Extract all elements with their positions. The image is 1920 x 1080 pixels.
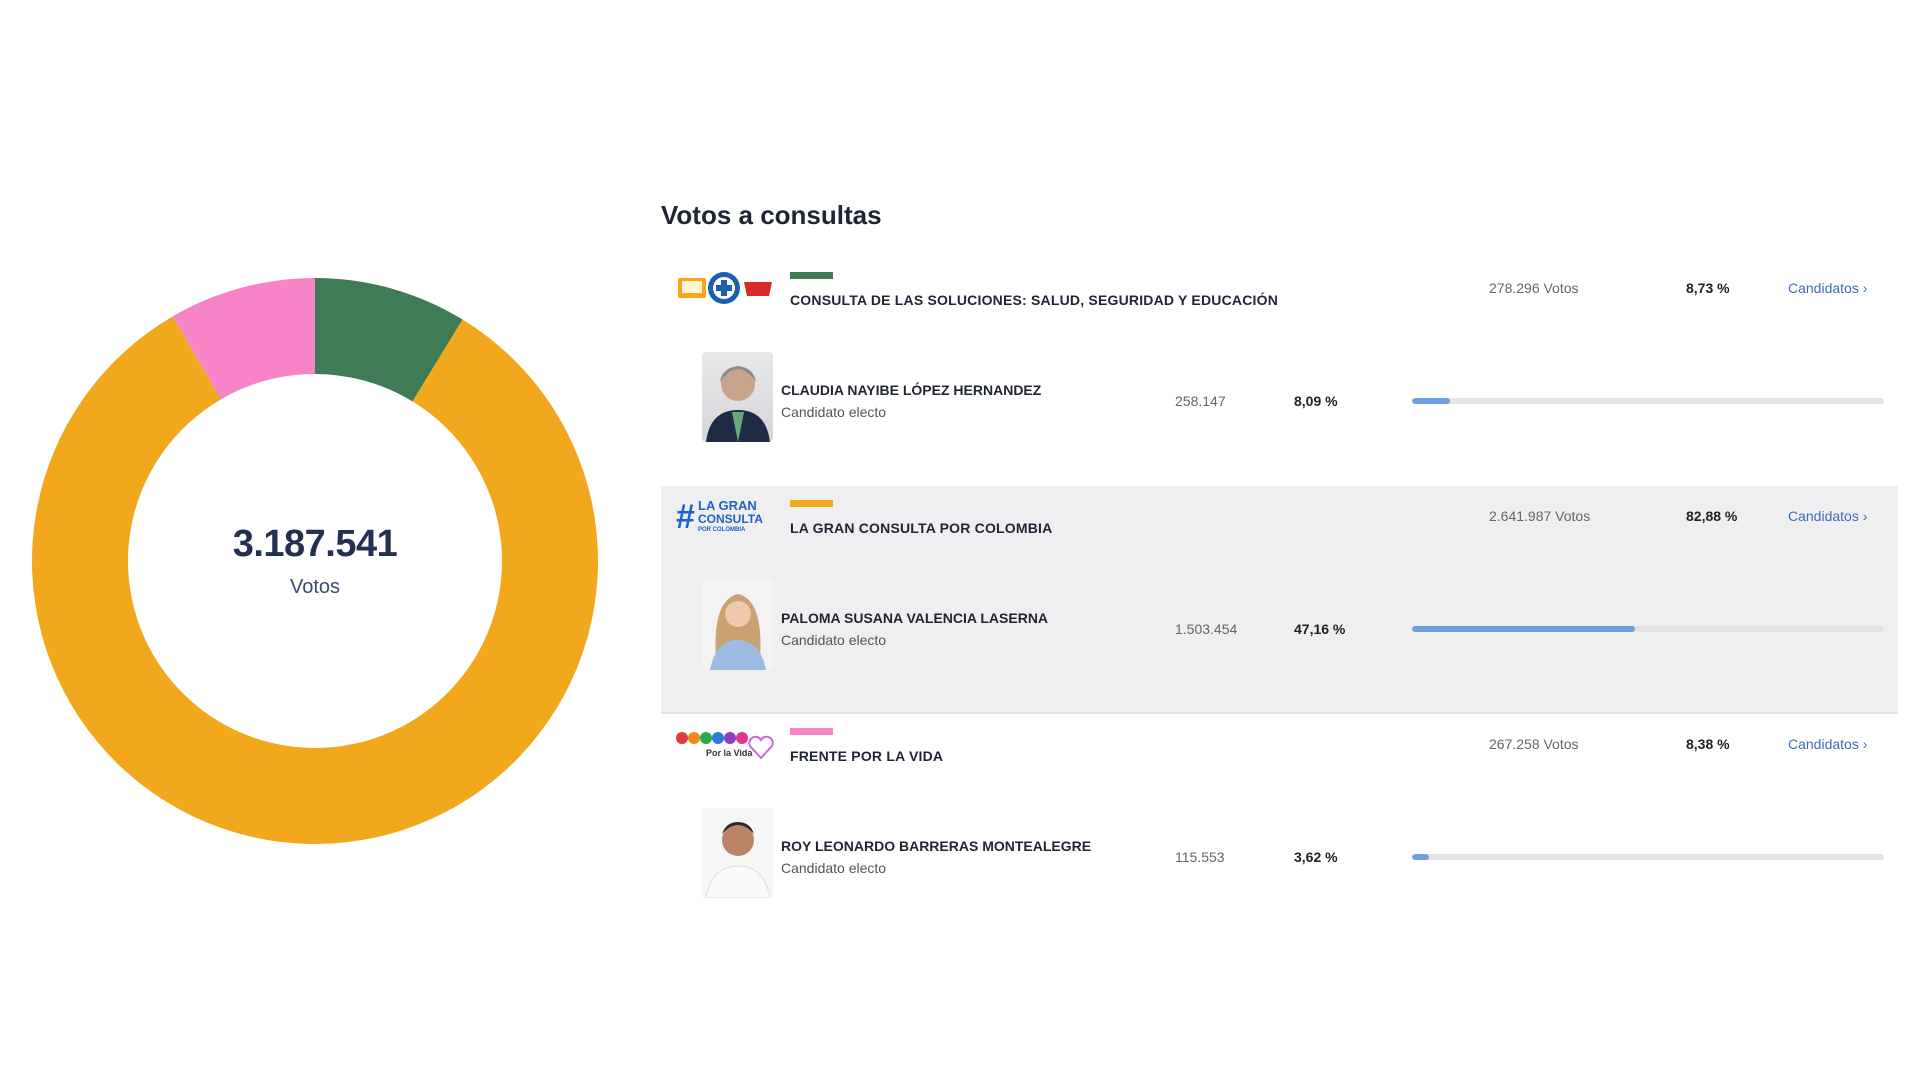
candidate-progress-bar	[1412, 398, 1884, 404]
svg-text:#: #	[676, 498, 695, 536]
party-row: # LA GRAN CONSULTA POR COLOMBIA LA GRAN …	[661, 486, 1898, 576]
svg-text:Por la Vida: Por la Vida	[706, 748, 753, 758]
candidatos-link[interactable]: Candidatos ›	[1788, 280, 1868, 296]
candidate-progress-bar	[1412, 626, 1884, 632]
party-votes: 278.296 Votos	[1489, 280, 1579, 296]
candidate-name: PALOMA SUSANA VALENCIA LASERNA	[781, 610, 1049, 626]
party-votes: 267.258 Votos	[1489, 736, 1579, 752]
progress-fill	[1412, 626, 1635, 632]
votes-donut-chart	[32, 278, 598, 844]
party-logo: Por la Vida	[676, 724, 776, 764]
donut-center: 3.187.541 Votos	[32, 278, 598, 844]
candidatos-link[interactable]: Candidatos ›	[1788, 736, 1868, 752]
candidate-row: PALOMA SUSANA VALENCIA LASERNA Candidato…	[661, 580, 1898, 670]
party-percent: 8,38 %	[1686, 736, 1730, 752]
party-name: FRENTE POR LA VIDA	[790, 748, 944, 764]
donut-slice-2	[172, 278, 315, 400]
progress-fill	[1412, 854, 1430, 860]
candidate-status: Candidato electo	[781, 860, 887, 876]
party-percent: 8,73 %	[1686, 280, 1730, 296]
party-votes: 2.641.987 Votos	[1489, 508, 1591, 524]
candidate-row: ROY LEONARDO BARRERAS MONTEALEGRE Candid…	[661, 808, 1898, 898]
svg-text:CONSULTA: CONSULTA	[698, 512, 763, 526]
candidate-photo	[702, 808, 773, 898]
party-name: LA GRAN CONSULTA POR COLOMBIA	[790, 520, 1053, 536]
candidatos-link[interactable]: Candidatos ›	[1788, 508, 1868, 524]
svg-text:LA GRAN: LA GRAN	[698, 498, 757, 513]
candidate-row: CLAUDIA NAYIBE LÓPEZ HERNANDEZ Candidato…	[661, 352, 1898, 442]
candidate-name: CLAUDIA NAYIBE LÓPEZ HERNANDEZ	[781, 382, 1042, 398]
candidate-votes: 1.503.454	[1175, 621, 1238, 637]
total-votes-label: Votos	[289, 576, 341, 598]
consulta-group: Por la Vida FRENTE POR LA VIDA 267.258 V…	[661, 714, 1898, 942]
candidate-photo	[702, 580, 773, 670]
party-color-swatch	[790, 500, 833, 507]
party-logo: # LA GRAN CONSULTA POR COLOMBIA	[676, 496, 776, 536]
donut-slice-0	[315, 278, 463, 402]
party-logo	[676, 268, 776, 308]
party-name: CONSULTA DE LAS SOLUCIONES: SALUD, SEGUR…	[790, 292, 1279, 308]
candidate-photo	[702, 352, 773, 442]
party-row: CONSULTA DE LAS SOLUCIONES: SALUD, SEGUR…	[661, 258, 1898, 348]
candidate-percent: 3,62 %	[1294, 849, 1338, 865]
progress-fill	[1412, 398, 1451, 404]
party-color-swatch	[790, 728, 833, 735]
party-row: Por la Vida FRENTE POR LA VIDA 267.258 V…	[661, 714, 1898, 804]
candidate-percent: 47,16 %	[1294, 621, 1346, 637]
candidate-votes: 115.553	[1175, 849, 1225, 865]
consulta-group: CONSULTA DE LAS SOLUCIONES: SALUD, SEGUR…	[661, 258, 1898, 486]
donut-slice-1	[32, 316, 598, 844]
candidate-votes: 258.147	[1175, 393, 1226, 409]
party-percent: 82,88 %	[1686, 508, 1738, 524]
party-color-swatch	[790, 272, 833, 279]
consultas-list: CONSULTA DE LAS SOLUCIONES: SALUD, SEGUR…	[661, 258, 1898, 942]
candidate-status: Candidato electo	[781, 632, 887, 648]
candidate-name: ROY LEONARDO BARRERAS MONTEALEGRE	[781, 838, 1092, 854]
candidate-percent: 8,09 %	[1294, 393, 1338, 409]
candidate-progress-bar	[1412, 854, 1884, 860]
svg-text:POR COLOMBIA: POR COLOMBIA	[698, 527, 746, 533]
total-votes: 3.187.541	[232, 523, 398, 565]
candidate-status: Candidato electo	[781, 404, 887, 420]
consulta-group: # LA GRAN CONSULTA POR COLOMBIA LA GRAN …	[661, 486, 1898, 714]
section-title: Votos a consultas	[661, 200, 882, 230]
